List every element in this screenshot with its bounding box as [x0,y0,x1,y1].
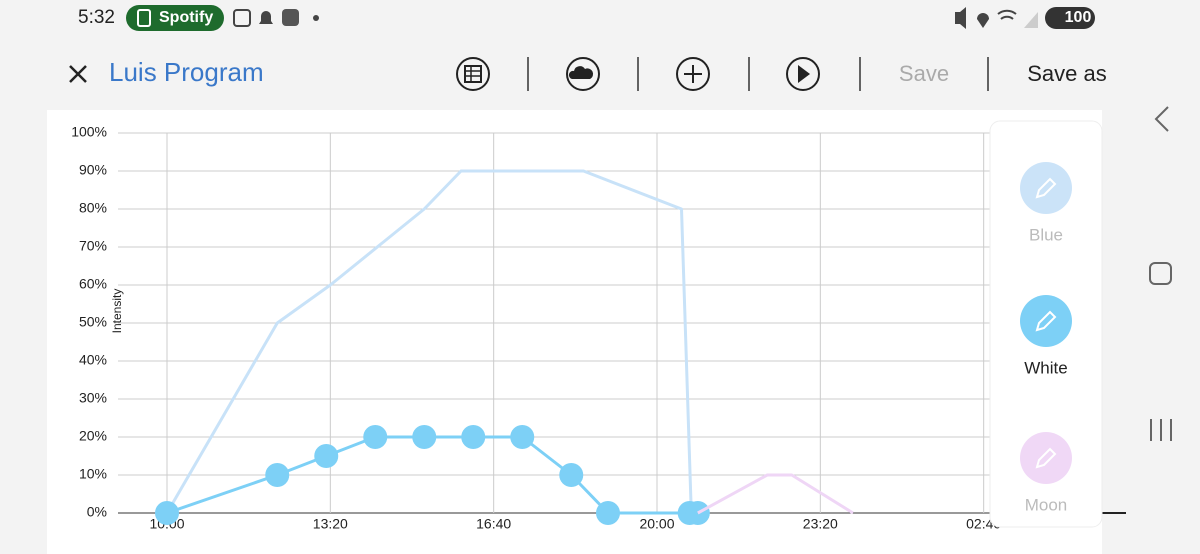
y-axis-label: Intensity [110,289,124,334]
y-tick-label: 30% [79,390,107,406]
point[interactable] [461,425,486,449]
signal-icon [1024,12,1038,28]
chart-card [47,110,1102,554]
clock: 5:32 [78,7,115,28]
y-tick-label: 20% [79,428,107,444]
recents-button[interactable] [1150,419,1172,441]
x-tick-label: 23:20 [803,516,838,532]
add-button[interactable] [676,57,710,91]
legend-label: White [1024,358,1067,377]
y-tick-label: 100% [71,124,107,140]
point[interactable] [412,425,437,449]
series-panel: Blue White Moon [989,120,1103,528]
series-button[interactable]: Blue [1020,162,1072,244]
battery-level: 100 [1065,9,1092,26]
y-tick-label: 60% [79,276,107,292]
x-tick-label: 16:40 [476,516,511,532]
series-button[interactable]: Moon [1020,432,1072,514]
icon-ring [786,57,820,91]
close-button[interactable] [69,65,87,83]
mute-icon [955,7,966,29]
save-as-button[interactable]: Save as [1027,61,1107,86]
cloud-icon [568,66,594,79]
y-tick-label: 80% [79,200,107,216]
point[interactable] [314,444,339,468]
back-button[interactable] [1154,106,1169,132]
chart: 0%10%20%30%40%50%60%70%80%90%100%10:0013… [71,124,1001,532]
cloud-button[interactable] [566,57,600,91]
table-icon [465,66,481,82]
y-tick-label: 50% [79,314,107,330]
program-title: Luis Program [109,57,264,87]
y-tick-label: 40% [79,352,107,368]
legend-label: Moon [1025,495,1068,514]
y-tick-label: 0% [87,504,107,520]
series-swatch [1020,295,1072,347]
y-tick-label: 10% [79,466,107,482]
play-button[interactable] [786,57,820,91]
y-tick-label: 70% [79,238,107,254]
pencil-icon [1035,177,1057,199]
home-button[interactable] [1149,262,1172,285]
y-tick-label: 90% [79,162,107,178]
series-swatch [1020,432,1072,484]
table-button[interactable] [456,57,490,91]
icon-ring [676,57,710,91]
table-icon [464,65,482,83]
point[interactable] [265,463,290,487]
app-name: Spotify [159,9,213,26]
x-tick-label: 20:00 [639,516,674,532]
pencil-icon [1035,310,1057,332]
status-icon [282,9,299,26]
location-icon [977,13,989,28]
x-tick-label: 13:20 [313,516,348,532]
wifi-icon [997,9,1017,20]
point[interactable] [559,463,584,487]
battery [1045,7,1095,29]
series-line [165,169,693,514]
series-button[interactable]: White [1020,295,1072,377]
bell-icon [259,11,273,24]
point[interactable] [596,501,620,525]
icon-ring [566,57,600,91]
pencil-icon [1035,447,1057,469]
play-icon [798,65,810,83]
speaker-icon [137,9,151,27]
point[interactable] [363,425,388,449]
dot [313,15,319,21]
point[interactable] [685,501,710,525]
status-icon [233,9,251,27]
series-line [697,473,854,515]
point[interactable] [510,425,535,449]
series-swatch [1020,162,1072,214]
plus-icon [684,65,702,83]
legend-label: Blue [1029,225,1063,244]
icon-ring [456,57,490,91]
point[interactable] [155,501,179,525]
save-button[interactable]: Save [899,61,949,86]
